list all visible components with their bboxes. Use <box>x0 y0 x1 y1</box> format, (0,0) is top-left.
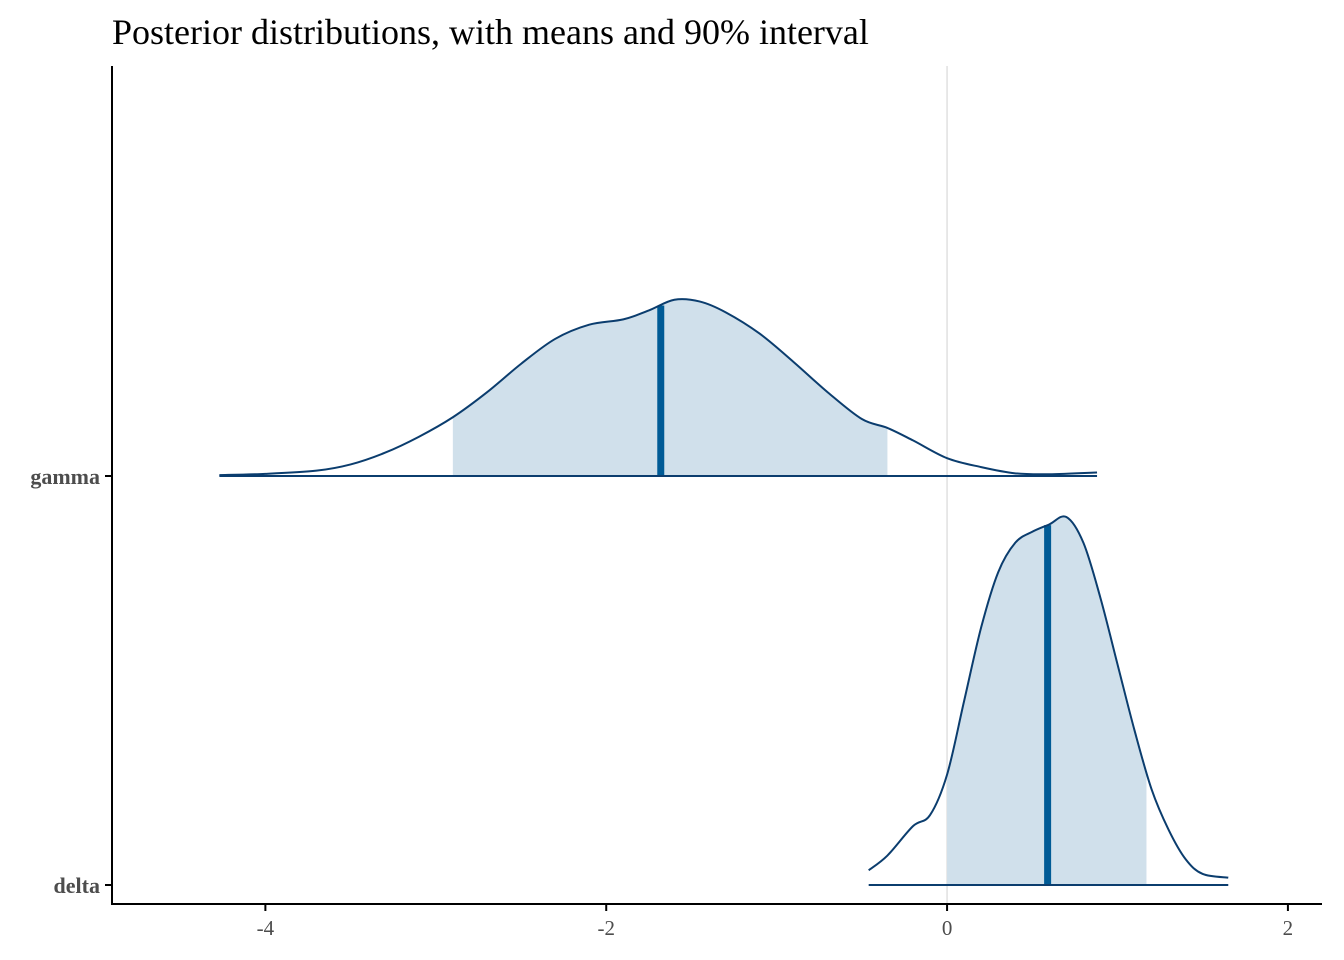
plot-area <box>219 66 1229 904</box>
interval-90-area-gamma <box>452 299 888 476</box>
density-curve-gamma <box>219 298 1098 477</box>
density-gamma <box>219 298 1098 477</box>
x-tick-label: -4 <box>257 916 275 940</box>
y-tick-label-gamma: gamma <box>30 464 100 489</box>
chart-title: Posterior distributions, with means and … <box>112 12 869 52</box>
x-tick-label: 0 <box>942 916 953 940</box>
density-curve-delta <box>868 515 1229 879</box>
y-tick-label-delta: delta <box>54 873 100 898</box>
x-tick-label: 2 <box>1283 916 1294 940</box>
density-delta <box>868 515 1229 886</box>
x-tick-label: -2 <box>597 916 615 940</box>
axes: gamma delta -4 -2 0 2 <box>30 66 1322 940</box>
